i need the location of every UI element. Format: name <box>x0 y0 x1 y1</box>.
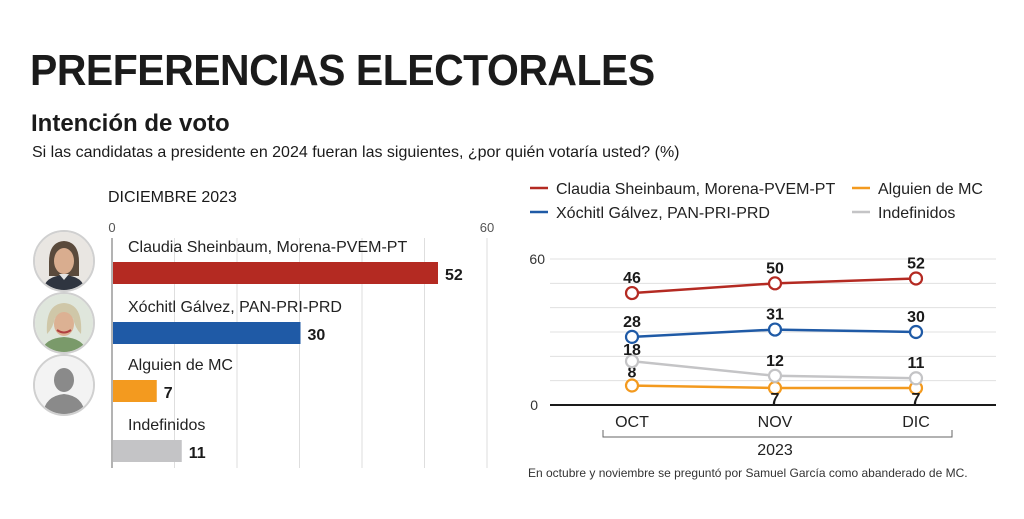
survey-question: Si las candidatas a presidente en 2024 f… <box>32 144 680 161</box>
line-value-label-sheinbaum: 50 <box>766 260 784 277</box>
line-point-galvez <box>908 324 924 340</box>
bar-category-label: Xóchitl Gálvez, PAN-PRI-PRD <box>128 299 342 316</box>
line-x-tick-label: OCT <box>615 414 649 431</box>
bar-galvez <box>113 322 301 344</box>
sheinbaum-photo-icon <box>33 230 95 292</box>
galvez-photo-icon <box>33 292 95 354</box>
line-point-sheinbaum <box>767 276 783 291</box>
footnote: En octubre y noviembre se preguntó por S… <box>528 466 968 480</box>
line-value-label-mc: 7 <box>912 391 921 408</box>
line-point-indefinidos <box>908 371 924 386</box>
bar-value-label: 30 <box>308 327 326 344</box>
legend-label-galvez: Xóchitl Gálvez, PAN-PRI-PRD <box>556 205 770 222</box>
bar-sheinbaum <box>113 262 438 284</box>
line-x-tick-label: DIC <box>902 414 930 431</box>
bar-category-label: Claudia Sheinbaum, Morena-PVEM-PT <box>128 239 407 256</box>
bar-mc <box>113 380 157 402</box>
legend-label-indefinidos: Indefinidos <box>878 205 955 222</box>
year-bracket <box>602 430 953 438</box>
bar-axis-tick-max: 60 <box>480 220 494 235</box>
line-value-label-galvez: 30 <box>907 309 925 326</box>
line-value-label-mc: 8 <box>628 365 637 382</box>
bar-category-label: Indefinidos <box>128 417 205 434</box>
line-value-label-galvez: 31 <box>766 307 784 324</box>
line-value-label-indefinidos: 12 <box>766 353 784 370</box>
line-y-tick-min: 0 <box>530 397 538 413</box>
line-point-indefinidos <box>767 368 783 383</box>
line-x-group-label: 2023 <box>757 442 793 459</box>
line-x-tick-label: NOV <box>758 414 793 431</box>
bar-value-label: 52 <box>445 267 463 284</box>
line-value-label-sheinbaum: 46 <box>623 270 641 287</box>
line-point-sheinbaum <box>908 271 924 286</box>
bar-indefinidos <box>113 440 182 462</box>
bar-value-label: 11 <box>189 445 206 462</box>
line-value-label-indefinidos: 11 <box>908 355 925 372</box>
unknown-person-icon <box>33 354 95 416</box>
legend-label-sheinbaum: Claudia Sheinbaum, Morena-PVEM-PT <box>556 181 835 198</box>
line-value-label-galvez: 28 <box>623 314 641 331</box>
line-point-galvez <box>624 329 640 344</box>
chart-subtitle: Intención de voto <box>31 110 230 137</box>
line-value-label-indefinidos: 18 <box>623 342 641 359</box>
line-point-indefinidos <box>624 354 640 369</box>
line-y-tick-max: 60 <box>529 251 545 267</box>
line-point-sheinbaum <box>624 285 640 301</box>
page-title: PREFERENCIAS ELECTORALES <box>30 46 655 95</box>
line-point-mc <box>624 378 640 393</box>
bar-category-label: Alguien de MC <box>128 357 233 374</box>
bar-axis-tick-min: 0 <box>108 220 115 235</box>
bar-value-label: 7 <box>164 385 173 402</box>
line-point-galvez <box>767 322 783 337</box>
bar-chart-title: DICIEMBRE 2023 <box>108 189 237 206</box>
legend-label-mc: Alguien de MC <box>878 181 983 198</box>
line-value-label-mc: 7 <box>771 391 780 408</box>
line-value-label-sheinbaum: 52 <box>907 255 925 272</box>
